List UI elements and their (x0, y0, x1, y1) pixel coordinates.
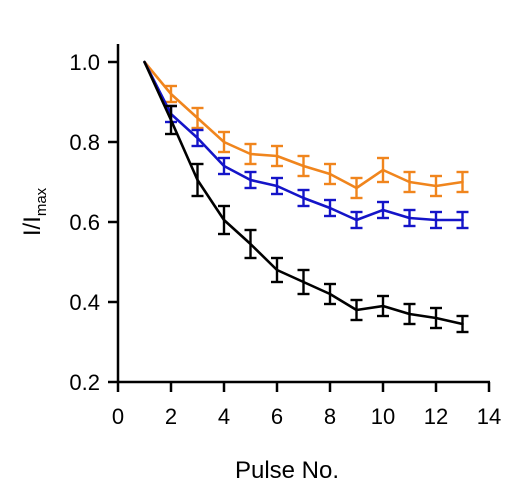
error-bar (297, 268, 310, 296)
error-bar (191, 162, 204, 198)
error-bar (403, 302, 416, 326)
x-tick-label: 0 (112, 404, 124, 429)
y-axis-title-subscript: max (33, 187, 50, 216)
x-tick-label: 12 (424, 404, 448, 429)
error-bar (324, 282, 336, 306)
series-layer (143, 60, 469, 334)
error-bar (324, 198, 336, 218)
error-bar (377, 156, 389, 184)
error-bar (271, 176, 283, 196)
error-bar (403, 170, 416, 194)
x-tick-label: 14 (477, 404, 501, 429)
series-3 (143, 60, 469, 334)
error-bar (244, 170, 257, 190)
error-bar (244, 228, 257, 260)
error-bar (165, 104, 177, 136)
error-bar (191, 128, 204, 148)
error-bar (191, 106, 204, 130)
y-axis-title: I/Imax (19, 187, 50, 236)
error-bar (430, 306, 442, 330)
x-tick-label: 2 (165, 404, 177, 429)
series-2 (143, 60, 469, 230)
axes (116, 44, 490, 384)
y-tick-label: 0.8 (69, 130, 100, 155)
y-tick-label: 0.6 (69, 210, 100, 235)
error-bar (456, 170, 469, 194)
y-tick-label: 0.2 (69, 370, 100, 395)
error-bar (403, 208, 416, 228)
error-bar (218, 156, 230, 176)
error-bar (377, 200, 389, 220)
error-bar (430, 210, 442, 230)
error-bar (218, 130, 230, 154)
series-1 (143, 60, 469, 200)
y-tick-label: 0.4 (69, 290, 100, 315)
x-axis-title: Pulse No. (235, 457, 339, 484)
x-tick-label: 10 (371, 404, 395, 429)
error-bar (271, 256, 283, 284)
x-tick-label: 4 (218, 404, 230, 429)
error-bar (350, 176, 363, 200)
error-bar (350, 298, 363, 322)
x-tick-label: 8 (324, 404, 336, 429)
error-bar (218, 204, 230, 236)
error-bar (350, 210, 363, 230)
error-bar (324, 162, 336, 186)
x-tick-label: 6 (271, 404, 283, 429)
error-bar (165, 84, 177, 104)
error-bar (244, 142, 257, 166)
error-bar (271, 144, 283, 168)
error-bar (430, 174, 442, 198)
error-bar (297, 154, 310, 178)
y-axis-title-main: I/I (19, 216, 46, 236)
ticks: 0 2 4 6 8 10 12 14 0.2 0.4 0.6 0.8 1.0 (69, 50, 501, 429)
error-bar (456, 210, 469, 230)
error-bar (377, 294, 389, 318)
y-tick-label: 1.0 (69, 50, 100, 75)
error-bar (456, 314, 469, 334)
error-bar (297, 188, 310, 208)
